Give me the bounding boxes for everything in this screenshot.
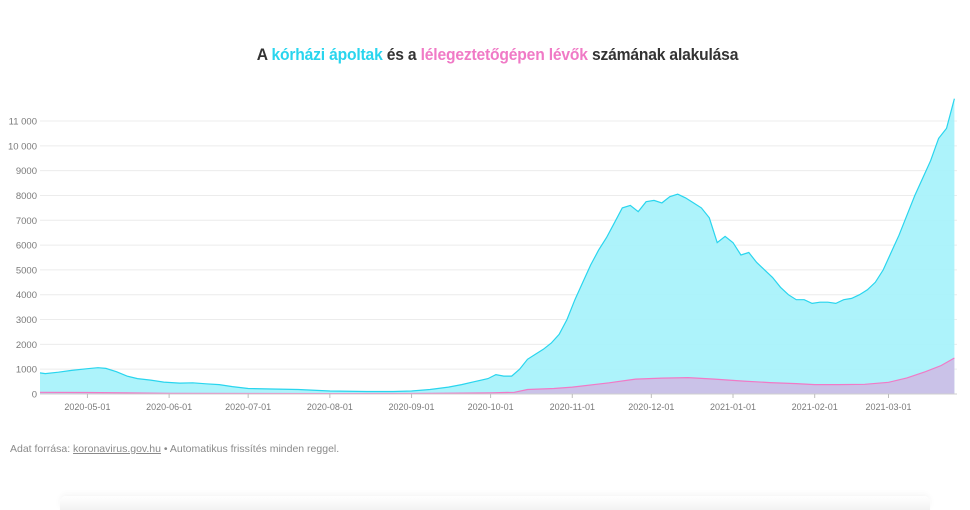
y-tick-label: 5000 — [16, 265, 37, 276]
x-tick-label: 2020-05-01 — [64, 402, 110, 412]
title-part-3: számának alakulása — [587, 45, 739, 64]
source-link[interactable]: koronavirus.gov.hu — [73, 443, 161, 455]
x-tick-label: 2020-08-01 — [307, 402, 353, 412]
title-part-1: A — [256, 45, 272, 64]
y-tick-label: 10 000 — [8, 141, 37, 152]
y-tick-label: 9000 — [16, 166, 37, 177]
x-tick-label: 2020-10-01 — [468, 402, 514, 412]
source-suffix: • Automatikus frissítés minden reggel. — [163, 443, 340, 455]
title-part-2: és a — [382, 45, 421, 64]
source-note: Adat forrása: koronavirus.gov.hu • Autom… — [10, 443, 339, 455]
series-areas — [39, 98, 955, 395]
y-tick-label: 2000 — [16, 340, 37, 351]
title-hospital-label: kórházi ápoltak — [271, 45, 383, 64]
area-chart: 0 1000 2000 3000 4000 5000 6000 7000 8000 9000 10 … — [8, 98, 957, 412]
y-tick-label: 7000 — [16, 216, 37, 227]
chart-title: A kórházi ápoltak és a lélegeztetőgépen … — [40, 45, 955, 65]
series-line — [39, 98, 955, 393]
y-tick-label: 8000 — [16, 191, 37, 202]
title-ventilator-label: lélegeztetőgépen lévők — [420, 45, 588, 64]
x-tick-label: 2020-12-01 — [628, 402, 674, 412]
series-area — [40, 358, 955, 394]
x-tick-label: 2020-09-01 — [389, 402, 435, 412]
y-tick-label: 3000 — [16, 315, 37, 326]
x-tick-label: 2021-01-01 — [710, 402, 756, 412]
x-tick-label: 2020-11-01 — [550, 402, 595, 412]
source-prefix: Adat forrása: — [10, 443, 71, 455]
y-tick-label: 0 — [32, 390, 37, 401]
series-area — [40, 98, 955, 394]
x-tick-label: 2021-03-01 — [865, 402, 911, 412]
next-card-edge — [60, 496, 930, 510]
y-tick-label: 11 000 — [9, 117, 37, 128]
x-tick-label: 2020-06-01 — [146, 402, 192, 412]
axes: 0 1000 2000 3000 4000 5000 6000 7000 8000 9000 10 … — [8, 117, 957, 412]
y-tick-label: 4000 — [16, 290, 37, 301]
x-tick-label: 2020-07-01 — [225, 402, 271, 412]
x-tick-label: 2021-02-01 — [792, 402, 838, 412]
y-tick-label: 6000 — [16, 241, 37, 252]
y-tick-label: 1000 — [16, 365, 37, 376]
